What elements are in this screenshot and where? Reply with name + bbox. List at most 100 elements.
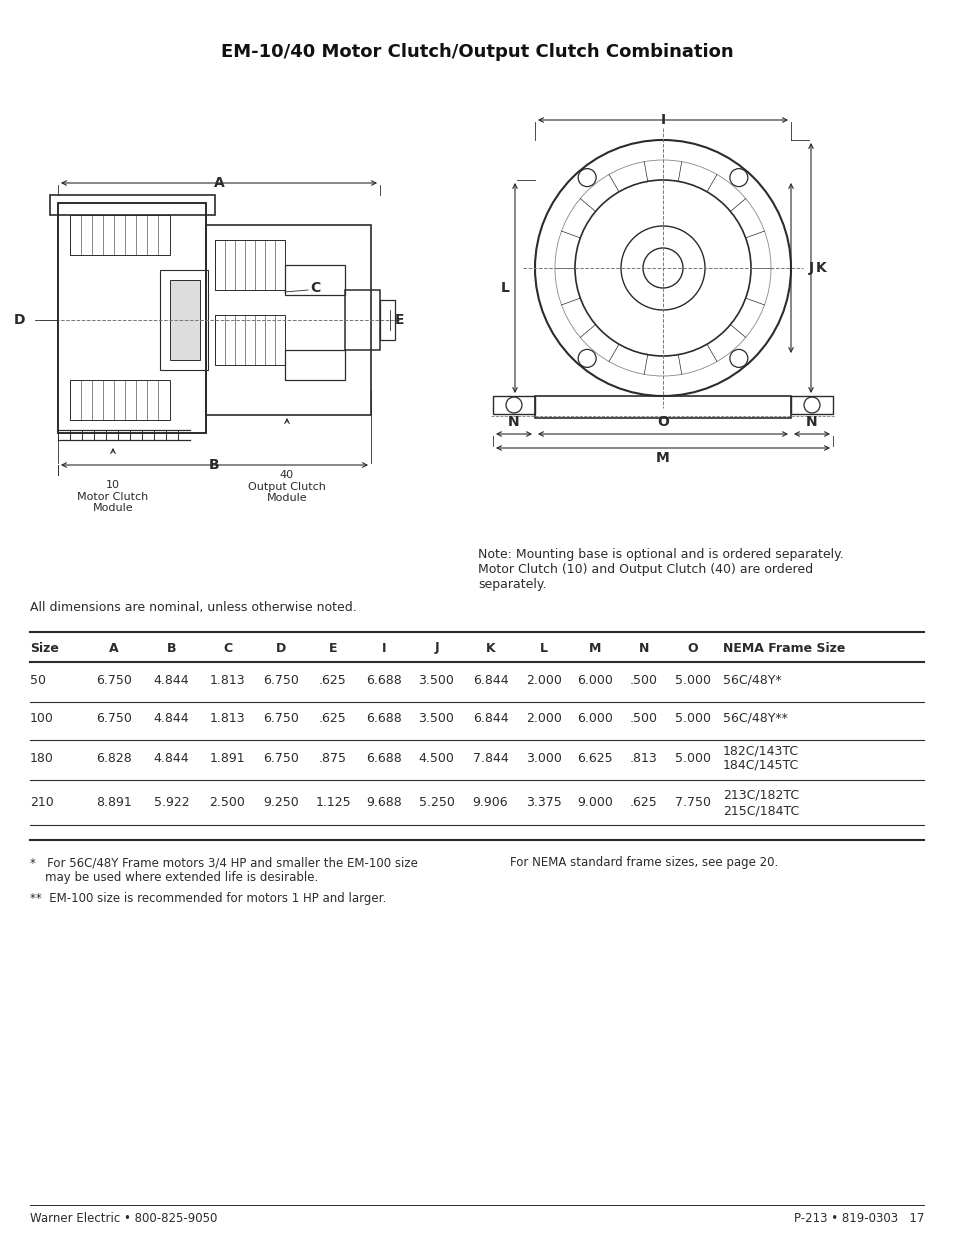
Bar	[345, 290, 379, 350]
Text: P-213 • 819-0303   17: P-213 • 819-0303 17	[793, 1212, 923, 1224]
Text: 6.828: 6.828	[96, 752, 132, 764]
Text: C: C	[223, 641, 232, 655]
Text: 3.000: 3.000	[525, 752, 561, 764]
Text: 56C/48Y**: 56C/48Y**	[722, 711, 787, 725]
Text: 6.750: 6.750	[263, 752, 299, 764]
Text: 6.688: 6.688	[366, 711, 401, 725]
Text: 9.688: 9.688	[366, 797, 401, 809]
Text: 9.906: 9.906	[472, 797, 508, 809]
Text: 40
Output Clutch
Module: 40 Output Clutch Module	[248, 471, 326, 503]
Text: 5.000: 5.000	[675, 752, 710, 764]
Bar	[206, 225, 371, 415]
Text: 1.891: 1.891	[210, 752, 245, 764]
Bar	[70, 380, 170, 420]
Text: N: N	[805, 415, 817, 429]
Text: 7.750: 7.750	[675, 797, 710, 809]
Text: 6.750: 6.750	[263, 673, 299, 687]
Text: 10
Motor Clutch
Module: 10 Motor Clutch Module	[77, 480, 149, 514]
Text: 6.000: 6.000	[577, 711, 612, 725]
Text: O: O	[687, 641, 698, 655]
Text: 7.844: 7.844	[472, 752, 508, 764]
Text: 5.250: 5.250	[418, 797, 454, 809]
Text: 3.500: 3.500	[418, 673, 454, 687]
Text: 182C/143TC
184C/145TC: 182C/143TC 184C/145TC	[722, 743, 799, 772]
Text: 2.000: 2.000	[525, 673, 561, 687]
Text: 4.844: 4.844	[153, 752, 189, 764]
Text: 5.922: 5.922	[153, 797, 189, 809]
Text: 5.000: 5.000	[675, 711, 710, 725]
Text: L: L	[500, 282, 510, 295]
Text: 56C/48Y*: 56C/48Y*	[722, 673, 781, 687]
Bar	[790, 396, 832, 414]
Bar	[170, 280, 200, 359]
Text: 2.500: 2.500	[210, 797, 245, 809]
Text: Size: Size	[30, 641, 59, 655]
Text: D: D	[14, 312, 26, 327]
Text: Note: Mounting base is optional and is ordered separately.
Motor Clutch (10) and: Note: Mounting base is optional and is o…	[477, 548, 842, 592]
Bar	[379, 300, 395, 340]
Text: 6.844: 6.844	[472, 673, 508, 687]
Text: A: A	[109, 641, 119, 655]
Bar	[58, 203, 206, 433]
Text: 6.625: 6.625	[577, 752, 612, 764]
Text: 100: 100	[30, 711, 53, 725]
Text: .875: .875	[318, 752, 347, 764]
Text: **  EM-100 size is recommended for motors 1 HP and larger.: ** EM-100 size is recommended for motors…	[30, 892, 386, 905]
Text: 1.813: 1.813	[210, 673, 245, 687]
Text: M: M	[656, 451, 669, 466]
Text: 6.844: 6.844	[472, 711, 508, 725]
Text: 1.125: 1.125	[314, 797, 351, 809]
Text: 3.500: 3.500	[418, 711, 454, 725]
Text: L: L	[539, 641, 547, 655]
Text: K: K	[485, 641, 495, 655]
Text: K: K	[815, 261, 826, 275]
Text: 180: 180	[30, 752, 53, 764]
Bar	[214, 240, 285, 290]
Text: 4.500: 4.500	[418, 752, 454, 764]
Text: M: M	[588, 641, 600, 655]
Text: .625: .625	[319, 673, 347, 687]
Text: .500: .500	[629, 711, 658, 725]
Text: *   For 56C/48Y Frame motors 3/4 HP and smaller the EM-100 size
    may be used : * For 56C/48Y Frame motors 3/4 HP and sm…	[30, 856, 417, 884]
Bar	[70, 215, 170, 254]
Text: .625: .625	[630, 797, 658, 809]
Text: NEMA Frame Size: NEMA Frame Size	[722, 641, 844, 655]
Text: A: A	[213, 177, 224, 190]
Bar	[214, 315, 285, 366]
Text: 9.000: 9.000	[577, 797, 612, 809]
Text: I: I	[659, 112, 665, 127]
Text: 6.750: 6.750	[263, 711, 299, 725]
Text: 2.000: 2.000	[525, 711, 561, 725]
Text: 6.000: 6.000	[577, 673, 612, 687]
Text: 9.250: 9.250	[263, 797, 299, 809]
Text: 6.688: 6.688	[366, 752, 401, 764]
Text: 5.000: 5.000	[675, 673, 710, 687]
Text: C: C	[310, 282, 320, 295]
Text: B: B	[209, 458, 219, 472]
Bar	[535, 396, 790, 417]
Text: 50: 50	[30, 673, 46, 687]
Text: N: N	[508, 415, 519, 429]
Text: 4.844: 4.844	[153, 673, 189, 687]
Text: N: N	[639, 641, 648, 655]
Text: E: E	[329, 641, 337, 655]
Bar	[493, 396, 535, 414]
Text: 6.750: 6.750	[96, 673, 132, 687]
Text: 6.688: 6.688	[366, 673, 401, 687]
Text: 3.375: 3.375	[525, 797, 561, 809]
Text: D: D	[276, 641, 286, 655]
Text: Warner Electric • 800-825-9050: Warner Electric • 800-825-9050	[30, 1212, 217, 1224]
Text: B: B	[167, 641, 176, 655]
Bar	[285, 266, 345, 295]
Text: All dimensions are nominal, unless otherwise noted.: All dimensions are nominal, unless other…	[30, 601, 356, 615]
Bar	[285, 350, 345, 380]
Text: 1.813: 1.813	[210, 711, 245, 725]
Text: E: E	[395, 312, 404, 327]
Text: .500: .500	[629, 673, 658, 687]
Text: 213C/182TC
215C/184TC: 213C/182TC 215C/184TC	[722, 789, 799, 818]
Text: 8.891: 8.891	[96, 797, 132, 809]
Text: J: J	[434, 641, 438, 655]
Text: For NEMA standard frame sizes, see page 20.: For NEMA standard frame sizes, see page …	[510, 856, 778, 869]
Text: J: J	[808, 261, 813, 275]
Text: EM-10/40 Motor Clutch/Output Clutch Combination: EM-10/40 Motor Clutch/Output Clutch Comb…	[220, 43, 733, 61]
